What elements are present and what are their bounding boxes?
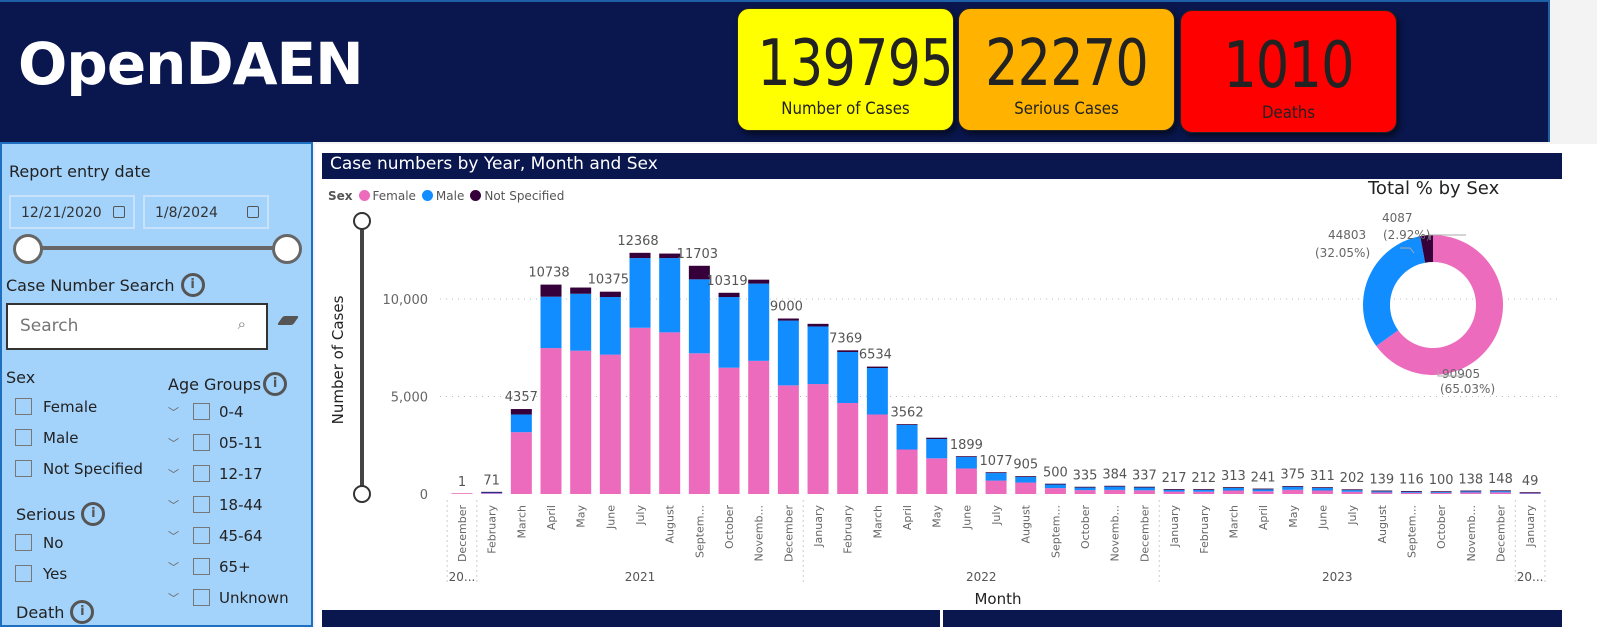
checkbox-male[interactable] — [15, 429, 32, 446]
checkbox-label: No — [43, 534, 64, 552]
checkbox-age-group[interactable] — [193, 589, 210, 606]
legend-item-male[interactable]: Male — [421, 189, 464, 203]
checkbox-label: 45-64 — [219, 527, 263, 545]
search-input[interactable] — [20, 316, 220, 336]
legend-item-not-specified[interactable]: Not Specified — [470, 189, 564, 203]
info-icon[interactable]: i — [81, 502, 106, 526]
checkbox-serious-no[interactable] — [15, 534, 32, 551]
legend-title: Sex — [328, 189, 353, 203]
age-filter-label: Age Groups — [168, 374, 262, 394]
info-icon[interactable]: i — [263, 372, 288, 396]
kpi-card-cases: 139795 Number of Cases — [737, 8, 954, 131]
checkbox-age-group[interactable] — [193, 527, 210, 544]
search-icon[interactable]: ⌕ — [237, 315, 246, 333]
kpi-card-deaths: 1010 Deaths — [1180, 10, 1397, 133]
kpi-label: Number of Cases — [781, 99, 910, 119]
date-filter-label: Report entry date — [9, 162, 151, 181]
chevron-down-icon[interactable]: ﹀ — [168, 561, 179, 574]
kpi-value: 22270 — [985, 27, 1149, 101]
checkbox-female[interactable] — [15, 398, 32, 415]
search-label: Case Number Search — [6, 275, 175, 295]
checkbox-label: Yes — [43, 565, 68, 583]
checkbox-age-group[interactable] — [193, 496, 210, 513]
checkbox-age-group[interactable] — [193, 434, 210, 451]
checkbox-label: Not Specified — [43, 460, 143, 478]
checkbox-not-specified[interactable] — [15, 460, 32, 477]
chevron-down-icon[interactable]: ﹀ — [168, 530, 179, 543]
kpi-card-serious: 22270 Serious Cases — [958, 8, 1175, 131]
kpi-value: 139795 — [757, 27, 953, 101]
kpi-label: Deaths — [1261, 103, 1316, 123]
checkbox-serious-yes[interactable] — [15, 565, 32, 582]
checkbox-age-group[interactable] — [193, 465, 210, 482]
chevron-down-icon[interactable]: ﹀ — [168, 406, 179, 419]
next-visual-header — [322, 610, 940, 627]
app-title: OpenDAEN — [18, 30, 364, 98]
donut-title: Total % by Sex — [1368, 178, 1500, 199]
date-range-end-handle[interactable] — [272, 234, 302, 264]
chevron-down-icon[interactable]: ﹀ — [168, 437, 179, 450]
case-search-box[interactable]: ⌕ — [6, 303, 268, 350]
date-to-input[interactable]: 1/8/2024 — [143, 195, 269, 229]
chart-title: Case numbers by Year, Month and Sex — [322, 153, 1562, 179]
date-to-value: 1/8/2024 — [155, 205, 218, 221]
calendar-icon[interactable] — [247, 206, 259, 218]
date-range-start-handle[interactable] — [13, 234, 43, 264]
next-visual-header — [943, 610, 1562, 627]
legend-item-female[interactable]: Female — [358, 189, 416, 203]
date-range-track — [28, 246, 287, 250]
filter-sidebar — [0, 142, 313, 627]
calendar-icon[interactable] — [113, 206, 125, 218]
death-filter-label: Death — [16, 602, 65, 622]
info-icon[interactable]: i — [70, 600, 95, 624]
checkbox-label: 65+ — [219, 558, 251, 576]
report-canvas — [315, 144, 1597, 627]
info-icon[interactable]: i — [180, 273, 205, 297]
checkbox-label: Unknown — [219, 589, 289, 607]
date-from-value: 12/21/2020 — [21, 205, 102, 221]
kpi-value: 1010 — [1223, 29, 1354, 103]
checkbox-label: 18-44 — [219, 496, 263, 514]
chevron-down-icon[interactable]: ﹀ — [168, 592, 179, 605]
checkbox-label: 12-17 — [219, 465, 263, 483]
chevron-down-icon[interactable]: ﹀ — [168, 468, 179, 481]
serious-filter-label: Serious — [16, 504, 76, 524]
checkbox-label: Female — [43, 398, 98, 416]
checkbox-age-group[interactable] — [193, 558, 210, 575]
kpi-label: Serious Cases — [1014, 99, 1119, 119]
date-from-input[interactable]: 12/21/2020 — [9, 195, 135, 229]
chevron-down-icon[interactable]: ﹀ — [168, 499, 179, 512]
chart-legend: Sex Female Male Not Specified — [328, 189, 564, 203]
checkbox-label: 0-4 — [219, 403, 244, 421]
checkbox-age-group[interactable] — [193, 403, 210, 420]
checkbox-label: 05-11 — [219, 434, 263, 452]
sex-filter-label: Sex — [6, 368, 36, 387]
checkbox-label: Male — [43, 429, 79, 447]
